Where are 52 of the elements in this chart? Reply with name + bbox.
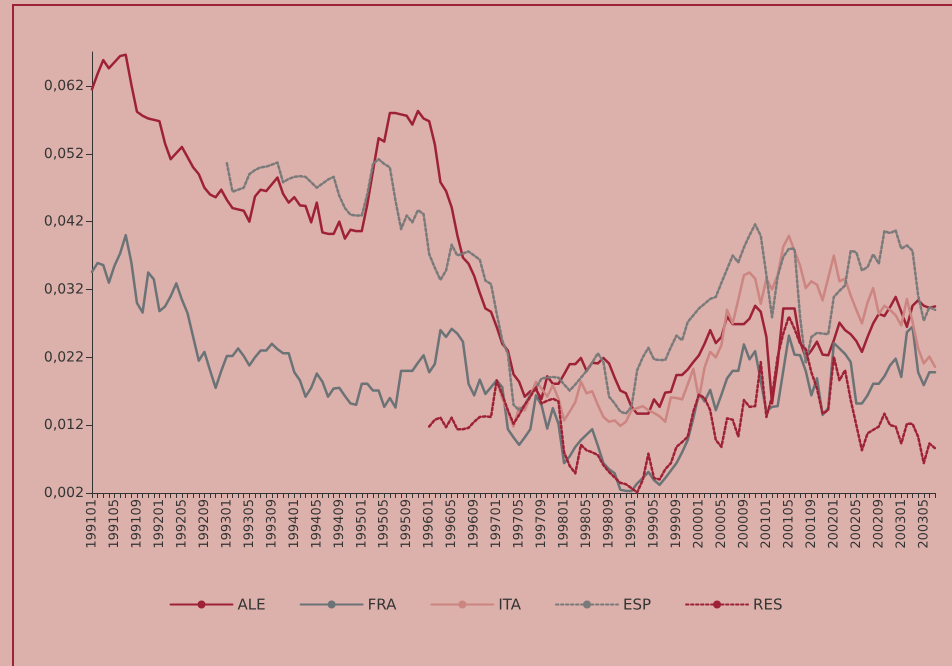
x-tick-label: 199401 bbox=[286, 499, 302, 549]
x-tick-label: 199701 bbox=[489, 499, 504, 549]
x-tick-label: 200009 bbox=[736, 499, 752, 549]
x-tick-label: 199505 bbox=[376, 499, 392, 549]
legend-label: FRA bbox=[368, 596, 398, 614]
legend-label: ITA bbox=[498, 596, 522, 614]
x-tick-label: 199109 bbox=[129, 499, 144, 549]
x-tick-label: 199605 bbox=[444, 499, 460, 549]
x-tick-label: 200109 bbox=[804, 499, 819, 549]
y-tick-label: 0,052 bbox=[44, 146, 84, 162]
x-tick-label: 200301 bbox=[894, 499, 909, 549]
x-tick-label: 200305 bbox=[916, 499, 932, 549]
y-tick-label: 0,012 bbox=[44, 417, 84, 434]
x-tick-label: 200205 bbox=[848, 499, 864, 549]
legend-label: RES bbox=[753, 596, 782, 614]
x-tick-label: 199301 bbox=[219, 499, 234, 549]
x-tick-label: 199101 bbox=[84, 499, 100, 549]
x-tick-label: 199205 bbox=[174, 499, 190, 549]
x-tick-label: 199209 bbox=[196, 499, 212, 549]
y-tick-label: 0,032 bbox=[44, 281, 84, 298]
x-tick-label: 200201 bbox=[826, 499, 842, 549]
x-tick-label: 199905 bbox=[646, 499, 662, 549]
line-series bbox=[495, 234, 936, 428]
x-tick-label: 199809 bbox=[602, 499, 617, 549]
x-tick-label: 199901 bbox=[624, 499, 640, 549]
x-tick-label: 199509 bbox=[399, 499, 414, 549]
x-tick-label: 199305 bbox=[242, 499, 257, 549]
y-tick-label: 0,042 bbox=[44, 214, 84, 230]
x-tick-label: 200001 bbox=[691, 499, 706, 549]
x-tick-label: 199909 bbox=[668, 499, 684, 549]
y-tick-label: 0,022 bbox=[44, 349, 84, 366]
x-tick-label: 200105 bbox=[781, 499, 796, 549]
x-tick-label: 199409 bbox=[332, 499, 347, 549]
x-tick-label: 199609 bbox=[466, 499, 482, 549]
x-tick-label: 199201 bbox=[152, 499, 167, 549]
x-tick-label: 199501 bbox=[354, 499, 370, 549]
x-tick-label: 199705 bbox=[512, 499, 527, 549]
x-tick-label: 199105 bbox=[106, 499, 122, 549]
x-tick-label: 200005 bbox=[714, 499, 729, 549]
x-tick-label: 199801 bbox=[556, 499, 572, 549]
x-tick-label: 200101 bbox=[758, 499, 774, 549]
y-tick-label: 0,062 bbox=[44, 78, 84, 94]
x-tick-label: 199309 bbox=[264, 499, 280, 549]
legend-label: ALE bbox=[238, 596, 266, 614]
x-tick-label: 199601 bbox=[422, 499, 437, 549]
x-tick-label: 200209 bbox=[871, 499, 886, 549]
x-tick-label: 199405 bbox=[309, 499, 324, 549]
y-tick-label: 0,002 bbox=[44, 485, 84, 501]
x-tick-label: 199805 bbox=[579, 499, 594, 549]
legend-label: ESP bbox=[623, 596, 652, 614]
line-series bbox=[226, 158, 936, 415]
x-tick-label: 199709 bbox=[534, 499, 550, 549]
